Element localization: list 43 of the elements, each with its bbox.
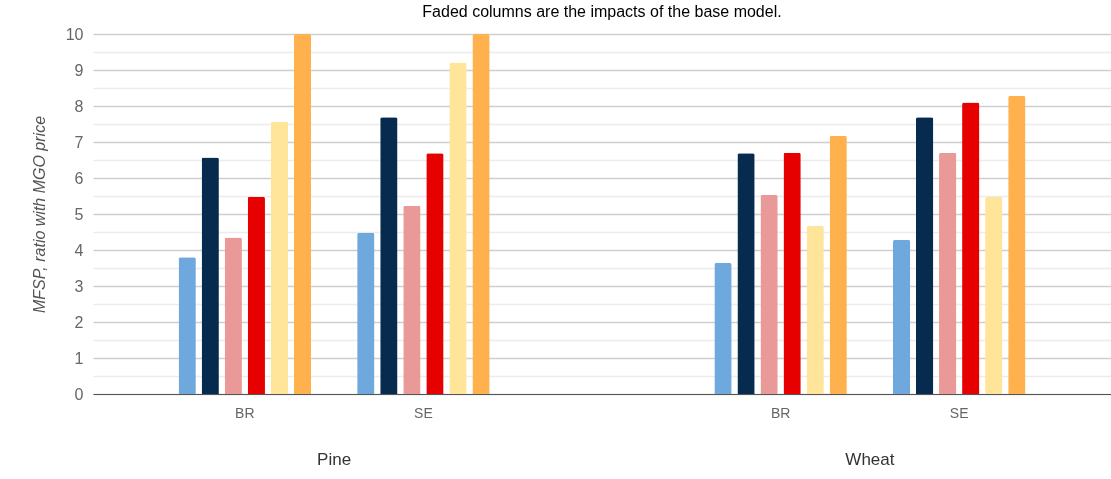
bar [426,153,444,394]
bar [915,117,934,394]
bar [760,194,778,394]
y-tick-label: 9 [74,61,84,79]
bar [829,135,847,394]
bar [178,257,196,394]
bar [293,34,312,394]
bar [224,237,242,394]
bar [357,232,375,394]
bar [783,152,801,394]
bar [472,34,490,394]
y-tick-label: 6 [74,169,84,187]
bar [714,262,732,394]
y-tick-label: 10 [65,25,84,43]
y-axis-title: MFSP, ratio with MGO price [30,115,48,314]
y-tick-label: 7 [74,133,84,151]
bar [939,152,957,394]
bar [201,157,219,394]
x-tick-label: SE [949,404,969,421]
x-tick-label: BR [235,404,255,421]
bar [380,117,398,394]
y-tick-label: 2 [74,313,84,331]
bar [270,121,289,394]
bar [962,102,980,394]
bar [892,239,911,394]
text: Pine [317,450,352,469]
bar [985,197,1003,394]
text: Wheat [845,450,895,469]
chart-title: Faded columns are the impacts of the base model. [422,3,782,20]
bar [449,62,467,394]
x-tick-label: BR [770,404,791,421]
y-tick-label: 3 [74,277,84,295]
y-tick-label: 1 [74,349,84,367]
y-tick-label: 0 [74,385,84,403]
y-tick-label: 4 [74,241,84,259]
x-tick-label: SE [414,404,433,421]
y-tick-label: 8 [74,97,84,115]
bar [737,153,755,394]
y-tick-label: 5 [74,205,84,223]
bar [247,196,265,394]
bar [806,225,824,394]
bar [1008,95,1026,394]
bar [403,205,421,394]
